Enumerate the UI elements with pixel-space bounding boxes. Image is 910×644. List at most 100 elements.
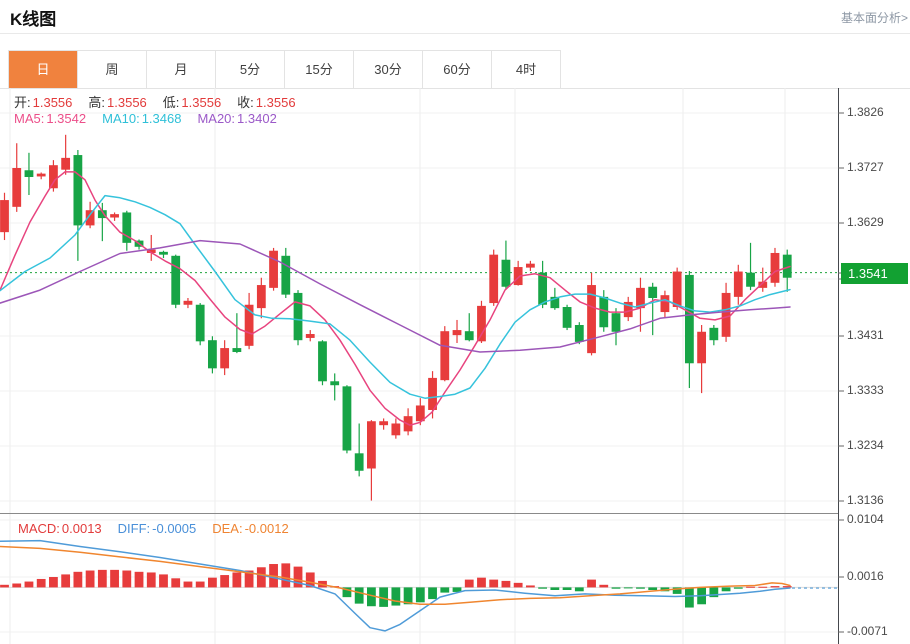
readout-pair: DIFF: -0.0005: [118, 521, 197, 536]
readout-value: 1.3402: [237, 111, 277, 126]
macd-bar: [513, 582, 523, 588]
candle-body: [684, 274, 694, 364]
candle-body: [85, 210, 95, 226]
readout-value: 0.0013: [61, 521, 102, 536]
macd-bar: [501, 580, 511, 588]
candle-body: [220, 348, 230, 369]
candle-body: [232, 348, 242, 353]
macd-bar: [232, 572, 242, 588]
current-price-badge: 1.3541: [841, 263, 908, 284]
readout-pair: DEA: -0.0012: [212, 521, 288, 536]
tab-week[interactable]: 周: [78, 51, 147, 89]
macd-bar: [110, 569, 119, 588]
candle-body: [379, 421, 389, 426]
period-tabbar: 日周月 5分 15分 30分 60分 4时: [8, 50, 561, 89]
candle-body: [208, 340, 217, 369]
macd-bar: [599, 584, 609, 588]
candle-body: [562, 306, 572, 328]
macd-bar: [391, 587, 401, 606]
candle-body: [0, 200, 9, 233]
candle-body: [24, 170, 34, 178]
candle-body: [49, 165, 58, 189]
ma20-line: [0, 239, 791, 353]
macd-bar: [489, 579, 499, 588]
readout-label: MA10:: [102, 111, 140, 126]
candle-body: [146, 249, 156, 253]
readout-label: MA5:: [14, 111, 45, 126]
page-title: K线图: [10, 10, 57, 29]
tab-month[interactable]: 月: [147, 51, 216, 89]
candle-body: [171, 255, 181, 305]
readout-pair: 高: 1.3556: [88, 95, 146, 110]
candle-body: [36, 173, 46, 177]
candle-body: [342, 386, 352, 451]
candle-body: [525, 263, 535, 268]
macd-bar: [220, 575, 230, 588]
candle-body: [782, 254, 792, 278]
axis-label: 0.0104: [847, 512, 884, 526]
tab-day[interactable]: 日: [9, 51, 78, 89]
macd-bar: [293, 566, 303, 588]
axis-label: 1.3727: [847, 160, 884, 174]
macd-bar: [281, 563, 291, 588]
fundamental-analysis-link[interactable]: 基本面分析>: [840, 11, 908, 25]
ma-readout: MA5: 1.3542 MA10: 1.3468 MA20: 1.3402: [14, 111, 293, 126]
macd-bar: [146, 572, 156, 588]
axis-label: 1.3333: [847, 383, 884, 397]
macd-bar: [721, 587, 731, 592]
axis-label: 0.0016: [847, 569, 884, 583]
candle-body: [464, 331, 474, 341]
candle-body: [391, 423, 401, 436]
axis-label: 1.3629: [847, 215, 884, 229]
macd-bar: [354, 587, 364, 604]
macd-bar: [0, 584, 9, 588]
readout-label: DEA:: [212, 521, 243, 536]
macd-bar: [244, 570, 254, 588]
tab-60min[interactable]: 60分: [423, 51, 492, 89]
macd-bar: [440, 587, 450, 593]
candle-body: [367, 421, 376, 469]
macd-bar: [574, 587, 584, 592]
tab-4hour[interactable]: 4时: [492, 51, 561, 89]
macd-bar: [746, 586, 755, 588]
macd-bar: [428, 587, 437, 600]
macd-bar: [342, 587, 352, 598]
ma5-line: [0, 171, 791, 426]
candle-body: [415, 405, 425, 422]
macd-bar: [208, 577, 217, 588]
candle-body: [636, 287, 645, 309]
macd-dea-line: [0, 545, 791, 606]
tab-5min[interactable]: 5分: [216, 51, 285, 89]
candle-body: [195, 304, 205, 342]
candle-body: [758, 281, 768, 288]
macd-bar: [305, 572, 315, 588]
tab-30min[interactable]: 30分: [354, 51, 423, 89]
candle-body: [159, 251, 168, 255]
readout-label: MA20:: [197, 111, 236, 126]
candle-body: [354, 453, 364, 471]
macd-bar: [73, 571, 83, 588]
candle-body: [12, 168, 22, 207]
axis-label: 1.3826: [847, 105, 884, 119]
tab-15min[interactable]: 15分: [285, 51, 354, 89]
candle-body: [428, 377, 437, 410]
axis-label: 1.3136: [847, 493, 884, 507]
macd-bar: [134, 571, 144, 588]
ma10-line: [0, 194, 791, 399]
readout-value: 1.3556: [32, 95, 73, 110]
candle-body: [746, 272, 755, 287]
macd-bar: [403, 587, 413, 605]
candle-body: [122, 212, 132, 243]
macd-bar: [195, 581, 205, 588]
macd-bar: [636, 587, 645, 589]
kline-chart-canvas[interactable]: [0, 88, 910, 644]
readout-pair: 开: 1.3556: [14, 95, 72, 110]
macd-bar: [85, 570, 95, 588]
macd-bar: [61, 574, 71, 588]
macd-bar: [550, 587, 560, 590]
candle-body: [733, 271, 743, 297]
candle-body: [574, 325, 584, 342]
macd-bar: [97, 569, 107, 588]
axis-label: -0.0071: [847, 624, 888, 638]
